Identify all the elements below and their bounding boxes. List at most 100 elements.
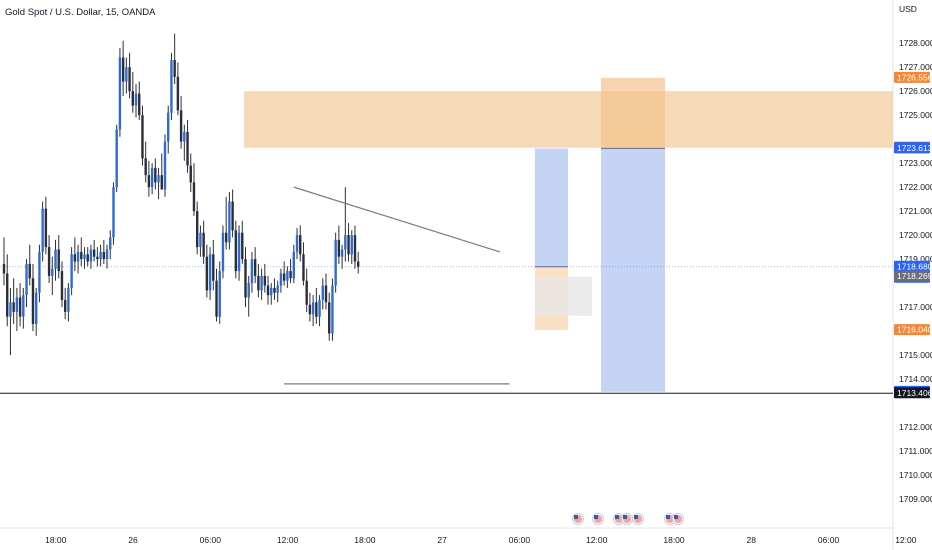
candle (192, 163, 196, 216)
candle (179, 95, 183, 149)
candle (150, 163, 154, 195)
candle (63, 287, 67, 320)
candle-body (357, 261, 360, 267)
candle (131, 71, 134, 113)
candle-body (311, 302, 315, 315)
candle (202, 220, 205, 264)
candle (350, 230, 353, 264)
price-tick-label: 1715.000 (899, 350, 932, 360)
candle-body (353, 235, 357, 262)
candle (96, 247, 99, 267)
price-tick-label: 1723.000 (899, 158, 932, 168)
candle (109, 230, 112, 260)
candle (315, 287, 318, 324)
candle (324, 273, 328, 310)
candle (105, 244, 109, 269)
candle (244, 247, 247, 308)
candle-body (15, 297, 19, 312)
time-tick-label: 12:00 (277, 535, 299, 545)
candle (35, 287, 38, 336)
candle-body (92, 249, 96, 257)
candle-body (244, 259, 247, 298)
candle (286, 266, 289, 288)
candle (28, 244, 31, 286)
candle (199, 225, 202, 257)
candle (234, 220, 238, 279)
price-tag-label: 1718.269 (897, 271, 932, 281)
candle (173, 33, 176, 84)
candle (299, 225, 302, 262)
price-tick-label: 1709.000 (899, 494, 932, 504)
candle (121, 40, 125, 96)
us-flag-icon-canton (666, 515, 670, 519)
candle (273, 278, 276, 300)
candle-body (51, 268, 54, 276)
candle-body (292, 251, 295, 279)
candle (38, 244, 41, 303)
candle (160, 153, 163, 190)
candle (276, 280, 279, 303)
candle-body (347, 235, 350, 255)
candle (228, 191, 231, 250)
candle (344, 187, 347, 262)
candle (257, 263, 260, 298)
candle (353, 225, 357, 269)
us-flag-icon-canton (674, 515, 678, 519)
candle (57, 235, 60, 279)
price-tick-label: 1728.000 (899, 38, 932, 48)
price-tag-label: 1718.680 (897, 261, 932, 271)
candle (253, 247, 257, 284)
candle-body (150, 167, 154, 188)
price-tag: 1713.406 (894, 387, 932, 399)
candle (2, 237, 6, 286)
candle (241, 220, 244, 264)
candle (83, 247, 86, 269)
candle (102, 239, 106, 264)
price-tag-label: 1713.406 (897, 388, 932, 398)
candle-body (9, 302, 12, 317)
time-tick-label: 26 (128, 535, 138, 545)
candle (92, 239, 96, 262)
candle-body (144, 158, 147, 176)
candle (176, 62, 180, 116)
price-tick-label: 1711.000 (899, 446, 932, 456)
candle-body (270, 287, 273, 296)
price-tick-label: 1710.000 (899, 470, 932, 480)
price-tick-label: 1717.000 (899, 302, 932, 312)
candle-body (38, 251, 41, 293)
candle (231, 189, 234, 238)
candle (170, 52, 173, 120)
price-tick-label: 1714.000 (899, 374, 932, 384)
candle (334, 232, 337, 293)
candle (67, 283, 70, 322)
us-flag-icon-canton (615, 515, 619, 519)
candle-body (60, 271, 64, 300)
price-tick-label: 1721.000 (899, 206, 932, 216)
candle (331, 278, 334, 341)
candle-body (54, 249, 57, 269)
candle-body (179, 110, 183, 142)
candle (70, 247, 73, 296)
candle (208, 247, 212, 300)
candle-body (321, 285, 324, 300)
candle-body (105, 249, 109, 260)
candle (73, 237, 77, 272)
candle (196, 201, 199, 255)
candle (221, 225, 225, 279)
candle (357, 251, 360, 274)
candle (54, 239, 57, 281)
candle-body (2, 263, 6, 274)
candle-body (12, 302, 15, 312)
time-tick-label: 12:00 (895, 535, 917, 545)
candle-body (289, 271, 292, 279)
candle-body (337, 239, 341, 257)
candle-body (163, 141, 167, 190)
candle-body (128, 67, 131, 92)
candle-body (331, 285, 334, 334)
candle-body (308, 304, 312, 315)
candle-body (173, 59, 176, 77)
candle (163, 134, 167, 197)
candle (318, 295, 321, 327)
candle (157, 167, 160, 200)
